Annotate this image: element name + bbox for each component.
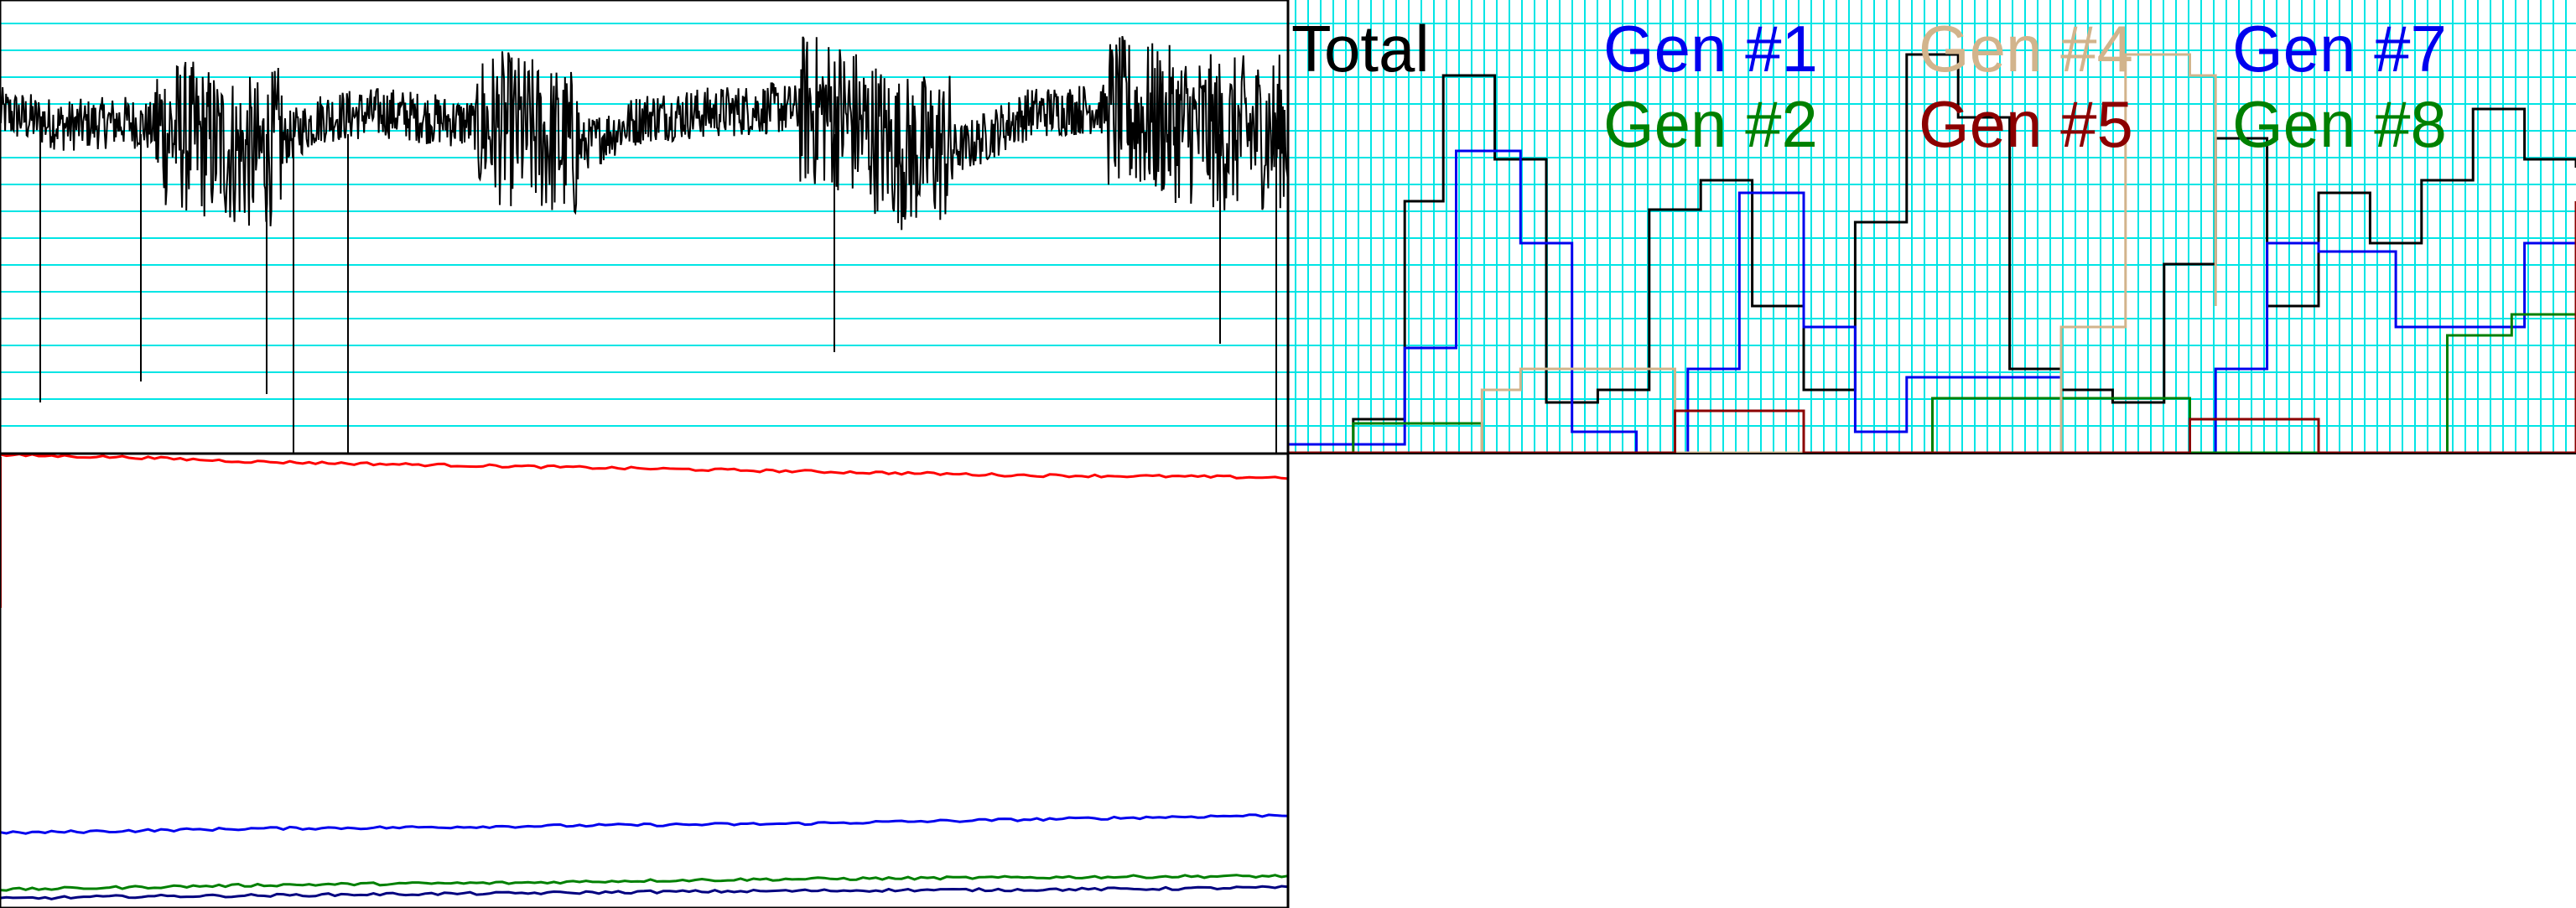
legend-label: Gen #5 — [1919, 87, 2133, 161]
legend-label: Gen #7 — [2232, 12, 2447, 86]
bl-series-line — [0, 813, 1289, 835]
bottom-left-series — [0, 453, 1289, 900]
bl-series-line — [0, 453, 1289, 480]
legend: Total Gen #1 Gen #4 Gen #7 Gen #2 Gen #5 Gen #… — [1291, 12, 2447, 161]
bl-series-line — [0, 885, 1289, 900]
legend-label: Total — [1291, 12, 1430, 86]
tr-step-total — [1289, 53, 2576, 446]
bl-series-line — [0, 874, 1289, 892]
tl-signal-line — [0, 35, 1289, 231]
legend-label: Gen #8 — [2232, 87, 2447, 161]
top-right-grid — [1289, 0, 2576, 453]
tr-step-gen-1 — [1289, 149, 2576, 454]
top-left-series — [0, 35, 1289, 453]
legend-label: Gen #1 — [1603, 12, 1818, 86]
legend-label: Gen #2 — [1603, 87, 1818, 161]
top-left-grid — [0, 23, 1288, 427]
legend-label: Gen #4 — [1919, 12, 2133, 86]
